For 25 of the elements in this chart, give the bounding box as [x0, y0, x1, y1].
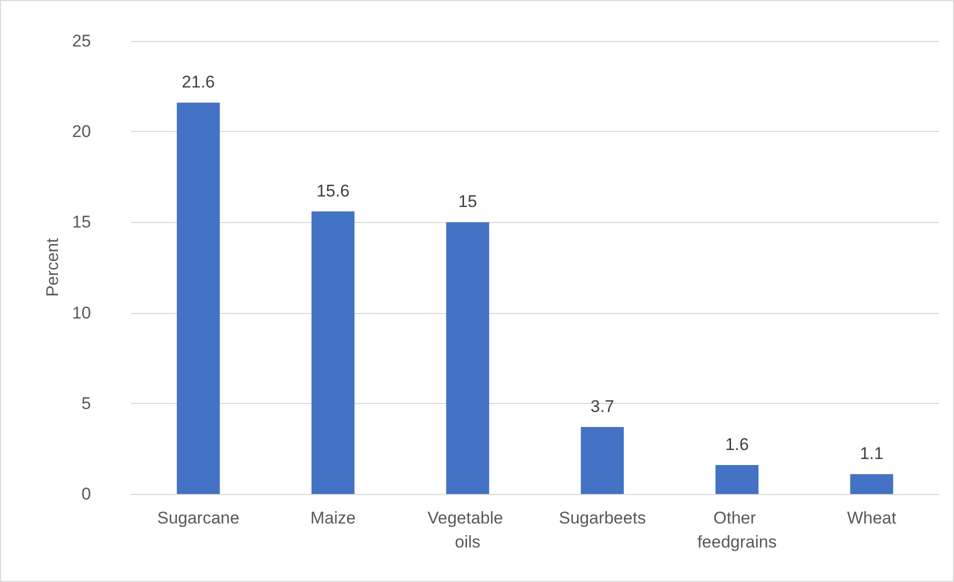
y-tick-label: 0 — [82, 484, 91, 504]
data-label: 15 — [458, 192, 478, 212]
bar — [850, 474, 894, 494]
x-tick-label: Sugarcane — [157, 508, 240, 528]
y-tick-label: 15 — [72, 212, 91, 232]
data-label: 1.1 — [860, 444, 884, 464]
data-label: 15.6 — [316, 181, 350, 200]
x-tick-label: Vegetable oils — [427, 508, 508, 552]
y-tick-label: 10 — [72, 303, 91, 322]
x-tick-label: Other feedgrains — [697, 508, 777, 552]
data-label: 3.7 — [590, 396, 614, 416]
bar — [716, 465, 758, 494]
bar — [176, 102, 220, 494]
x-tick-label: Sugarbeets — [558, 508, 646, 528]
x-tick-label: Wheat — [847, 508, 897, 528]
data-label: 21.6 — [182, 72, 215, 92]
data-label: 1.6 — [725, 435, 749, 454]
bar — [312, 211, 354, 494]
y-tick-label: 5 — [82, 394, 91, 413]
bar — [580, 426, 624, 494]
bar — [446, 222, 490, 494]
x-tick-label: Maize — [310, 508, 356, 528]
y-tick-label: 20 — [72, 122, 91, 142]
y-tick-label: 25 — [72, 32, 91, 50]
y-axis-title: Percent — [43, 238, 62, 297]
